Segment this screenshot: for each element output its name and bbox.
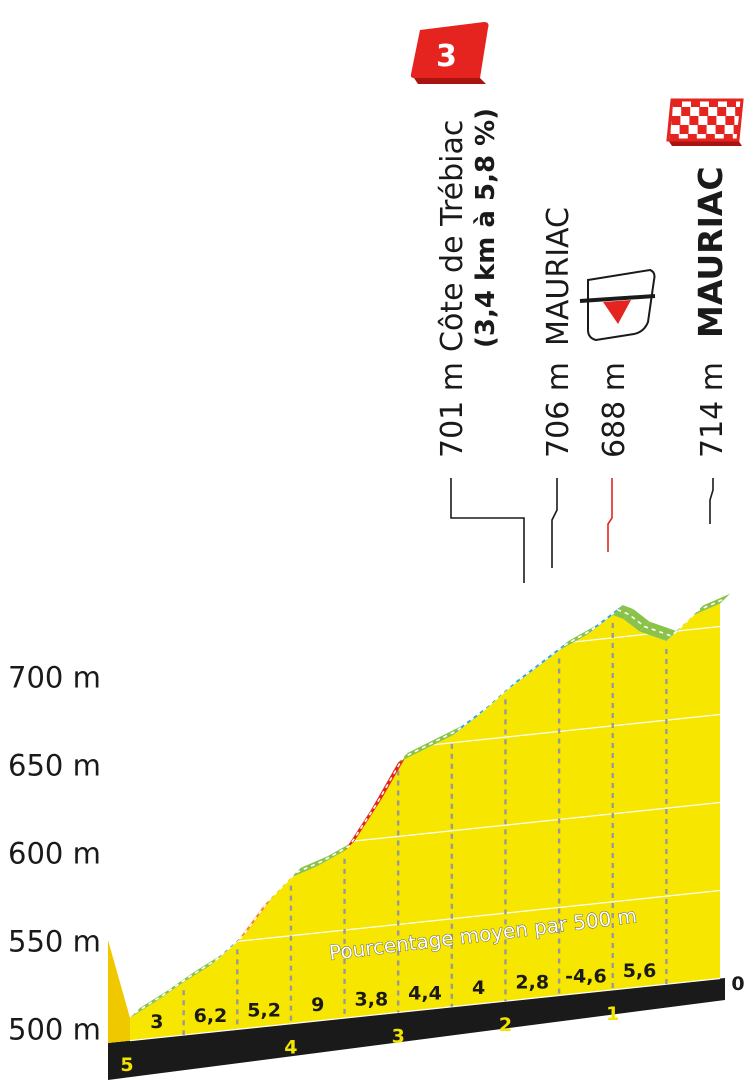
flag-check bbox=[680, 116, 690, 125]
flag-check bbox=[734, 116, 742, 125]
flag-check bbox=[698, 116, 708, 125]
km-base-strip bbox=[108, 978, 725, 1080]
segment-percent-label: 9 bbox=[311, 994, 324, 1016]
ribbon-segment bbox=[677, 605, 704, 632]
ribbon-segment bbox=[639, 621, 677, 641]
leader-line-688 bbox=[607, 478, 613, 552]
flag-check bbox=[700, 100, 709, 107]
flag-check bbox=[716, 116, 726, 125]
flag-check bbox=[682, 100, 691, 107]
ribbon-segment bbox=[371, 752, 409, 810]
segment-percentages: 3 6,2 5,2 9 3,8 4,4 4 2,8 -4,6 5,6 bbox=[150, 960, 656, 1033]
km-marker-label: 3 bbox=[392, 1025, 405, 1047]
segment-percent-label: 5,2 bbox=[247, 1000, 281, 1022]
flag-check bbox=[726, 107, 736, 116]
intermediate-sprint-icon bbox=[579, 268, 656, 342]
grid-line bbox=[129, 801, 721, 866]
ribbon-segment bbox=[344, 799, 382, 851]
annotation-finish-alt: 714 m bbox=[695, 362, 730, 458]
ribbon-segment bbox=[559, 625, 596, 651]
annotation-mauriac-alt: 706 m bbox=[541, 362, 576, 458]
flag-check bbox=[688, 125, 698, 134]
flag-check bbox=[678, 134, 688, 140]
flag-check bbox=[706, 125, 716, 134]
annotation-trebiac-name: Côte de Trébiac bbox=[435, 120, 470, 352]
segment-percent-label: -4,6 bbox=[565, 966, 607, 988]
segment-percent-label: 6,2 bbox=[194, 1005, 228, 1027]
flag-check bbox=[718, 100, 727, 107]
ribbon-segment bbox=[623, 609, 650, 632]
ribbon-segment bbox=[317, 840, 355, 867]
annotation-finish-name: MAURIAC bbox=[691, 166, 730, 338]
ribbon-segment bbox=[612, 605, 634, 620]
annotation-trebiac-alt: 701 m bbox=[435, 362, 470, 458]
flag-check bbox=[672, 107, 682, 116]
climb-category-badge: 3 bbox=[410, 22, 489, 84]
km-marker-label: 0 bbox=[731, 973, 744, 995]
flag-check bbox=[696, 134, 706, 140]
grid-line bbox=[129, 889, 721, 954]
segment-percent-label: 4 bbox=[472, 977, 485, 999]
flag-check bbox=[670, 125, 680, 134]
km-marker-label: 1 bbox=[606, 1003, 619, 1025]
km-marker-label: 5 bbox=[120, 1054, 133, 1076]
annotation-mauriac-name: MAURIAC bbox=[541, 207, 576, 346]
flag-check bbox=[724, 125, 734, 134]
y-tick-label: 600 m bbox=[8, 837, 101, 871]
segment-percent-label: 3,8 bbox=[355, 988, 389, 1010]
flag-check bbox=[736, 100, 742, 107]
altitude-grid bbox=[129, 625, 721, 1042]
y-tick-label: 650 m bbox=[8, 749, 101, 783]
y-tick-label: 550 m bbox=[8, 925, 101, 959]
grid-line bbox=[129, 977, 721, 1042]
y-tick-label: 700 m bbox=[8, 661, 101, 695]
segment-percent-label: 3 bbox=[150, 1011, 163, 1033]
flag-check bbox=[690, 107, 700, 116]
leader-line-finish bbox=[709, 478, 714, 524]
segment-percent-label: 4,4 bbox=[408, 983, 442, 1005]
segment-percent-label: 2,8 bbox=[515, 971, 549, 993]
profile-left-face bbox=[108, 940, 130, 1043]
annotation-trebiac-detail: (3,4 km à 5,8 %) bbox=[471, 108, 501, 348]
segment-grid bbox=[182, 622, 668, 1036]
km-marker-label: 2 bbox=[499, 1014, 512, 1036]
ribbon-segment bbox=[290, 856, 328, 878]
leader-line-trebiac bbox=[450, 478, 525, 583]
y-tick-label: 500 m bbox=[8, 1013, 101, 1047]
elevation-fill bbox=[130, 603, 720, 1041]
annotation-688-alt: 688 m bbox=[597, 362, 632, 458]
finish-flag-icon bbox=[666, 98, 744, 146]
altitude-axis-labels: 500 m 550 m 600 m 650 m 700 m bbox=[8, 661, 101, 1047]
ribbon-centerline bbox=[134, 597, 726, 1014]
flag-check bbox=[714, 134, 724, 140]
ribbon-segment bbox=[425, 725, 462, 750]
segment-percent-label: 5,6 bbox=[623, 960, 657, 982]
leader-line-mauriac-intermediate bbox=[551, 478, 558, 568]
km-markers: 5 4 3 2 1 0 bbox=[120, 973, 744, 1076]
grid-line bbox=[129, 625, 721, 690]
km-marker-label: 4 bbox=[284, 1037, 297, 1059]
flag-check bbox=[708, 107, 718, 116]
climb-category-number: 3 bbox=[436, 39, 457, 74]
